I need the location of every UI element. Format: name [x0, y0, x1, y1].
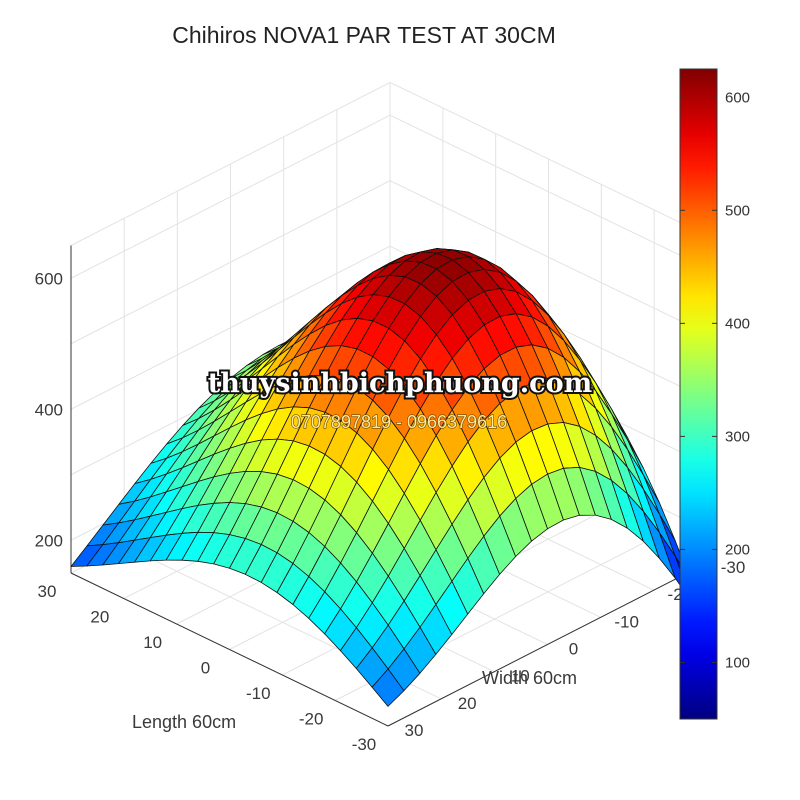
x-tick-label: 30	[38, 582, 57, 601]
grid-line	[70, 114, 708, 279]
grid-line	[70, 180, 708, 345]
x-tick-label: 20	[90, 608, 109, 627]
y-tick-label: 30	[405, 721, 424, 740]
colorbar-tick-label: 100	[725, 654, 750, 671]
watermark-site: thuysinhbichphuong.com	[208, 368, 592, 399]
colorbar-tick-label: 600	[725, 89, 750, 106]
y-tick-label: 10	[511, 667, 530, 686]
x-axis-line	[70, 572, 389, 727]
surface-patch	[371, 668, 405, 707]
colorbar-tick-label: 200	[725, 541, 750, 558]
colorbar-scale	[679, 68, 718, 720]
x-tick-label: 0	[201, 659, 210, 678]
y-tick-label: -30	[721, 558, 746, 577]
colorbar: 100 200 300 400 500 600	[679, 68, 750, 720]
y-tick-label: 20	[458, 694, 477, 713]
colorbar-tick-label: 300	[725, 428, 750, 445]
grid-line	[70, 245, 708, 410]
y-axis-label: Width 60cm	[482, 668, 577, 688]
z-tick-label: 200	[35, 531, 63, 550]
axis-ticks: 3020100-10-20-30-30-20-10010203020040060…	[35, 269, 746, 754]
y-tick-label: -10	[614, 612, 639, 631]
y-tick-label: 0	[569, 639, 578, 658]
surface-mesh	[70, 248, 708, 707]
grid-line	[70, 81, 708, 246]
y-axis-line	[387, 562, 708, 727]
x-tick-label: -20	[299, 710, 324, 729]
x-axis-label: Length 60cm	[132, 712, 236, 732]
chart-title: Chihiros NOVA1 PAR TEST AT 30CM	[172, 22, 555, 48]
colorbar-tick-label: 400	[725, 315, 750, 332]
x-tick-label: -10	[246, 684, 271, 703]
watermark-phone: 0707897819 - 0966379616	[291, 412, 507, 432]
z-tick-label: 600	[35, 269, 63, 288]
x-tick-label: 10	[143, 633, 162, 652]
colorbar-tick-label: 500	[725, 202, 750, 219]
x-tick-label: -30	[352, 735, 377, 754]
z-tick-label: 400	[35, 400, 63, 419]
